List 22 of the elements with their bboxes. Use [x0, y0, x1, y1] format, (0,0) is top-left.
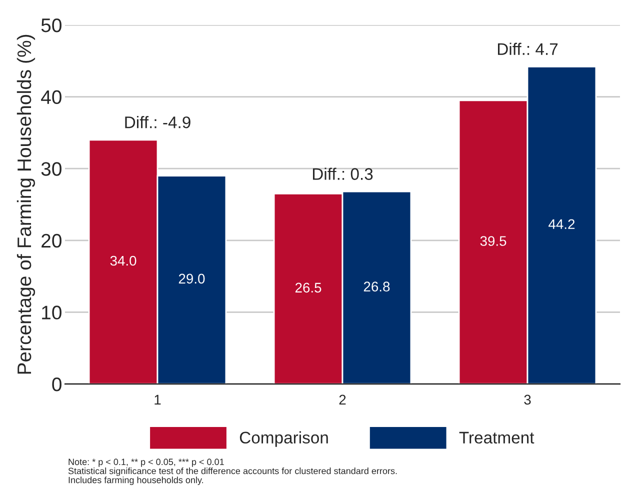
data-label: 39.5 — [480, 236, 506, 246]
data-label: 26.8 — [364, 282, 390, 292]
y-tick-label: 30 — [41, 162, 62, 176]
text: Note: * p < 0.1, ** p < 0.05, *** p < 0.01 Statistical significance test of the difference accounts for clustered standard errors. Includes farming households only. — [68, 458, 397, 485]
y-tick-label: 10 — [42, 306, 62, 320]
data-label: 44.2 — [548, 219, 575, 229]
annotation: Diff.: -4.9 — [125, 116, 190, 128]
y-axis-title: Percentage of Farming Households (%) — [16, 34, 36, 374]
x-tick-label: 1 — [154, 394, 161, 404]
x-tick-label: 3 — [524, 394, 531, 405]
data-label: 34.0 — [110, 256, 136, 266]
y-tick-label: 50 — [41, 18, 62, 32]
x-tick-label: 2 — [339, 394, 346, 404]
y-tick-label: 40 — [41, 90, 62, 104]
legend-label: Comparison — [240, 431, 328, 447]
legend-label: Treatment — [459, 432, 534, 444]
annotation: Diff.: 4.7 — [498, 42, 558, 55]
data-label: 26.5 — [295, 282, 322, 293]
y-tick-label: 20 — [42, 234, 62, 248]
annotation: Diff.: 0.3 — [312, 168, 373, 180]
y-tick-label: 0 — [52, 377, 62, 392]
data-label: 29.0 — [178, 274, 205, 284]
